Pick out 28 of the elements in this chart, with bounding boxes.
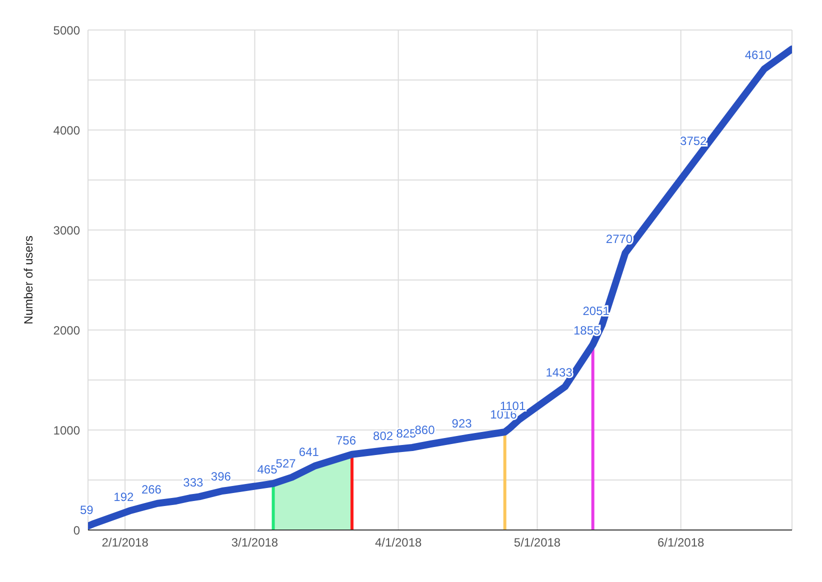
y-tick-label: 2000 <box>53 323 80 338</box>
y-tick-label: 1000 <box>53 423 80 438</box>
data-label: 2770 <box>606 232 633 246</box>
data-label: 527 <box>276 456 296 470</box>
data-label: 4610 <box>744 48 772 62</box>
data-label: 756 <box>336 433 356 448</box>
y-tick-label: 5000 <box>53 23 80 38</box>
data-label: 59 <box>80 503 94 518</box>
data-label: 3752 <box>680 134 708 148</box>
data-label: 192 <box>114 490 134 504</box>
x-tick-label: 5/1/2018 <box>514 536 561 550</box>
x-tick-label: 2/1/2018 <box>102 536 149 550</box>
y-tick-label: 0 <box>73 523 80 538</box>
data-label: 641 <box>298 444 320 459</box>
x-tick-label: 3/1/2018 <box>231 536 278 550</box>
data-label: 802 <box>373 428 394 443</box>
data-label: 923 <box>452 416 472 431</box>
x-tick-label: 4/1/2018 <box>374 536 422 550</box>
x-tick-label: 6/1/2018 <box>657 536 705 550</box>
data-label: 465 <box>257 462 278 476</box>
data-label: 825 <box>396 426 417 440</box>
y-tick-label: 3000 <box>53 223 80 238</box>
data-label: 266 <box>141 482 162 496</box>
data-label: 396 <box>210 469 232 484</box>
data-label: 333 <box>183 476 204 490</box>
y-tick-label: 4000 <box>53 123 80 138</box>
y-axis-title: Number of users <box>21 236 36 324</box>
data-label: 860 <box>414 423 436 437</box>
